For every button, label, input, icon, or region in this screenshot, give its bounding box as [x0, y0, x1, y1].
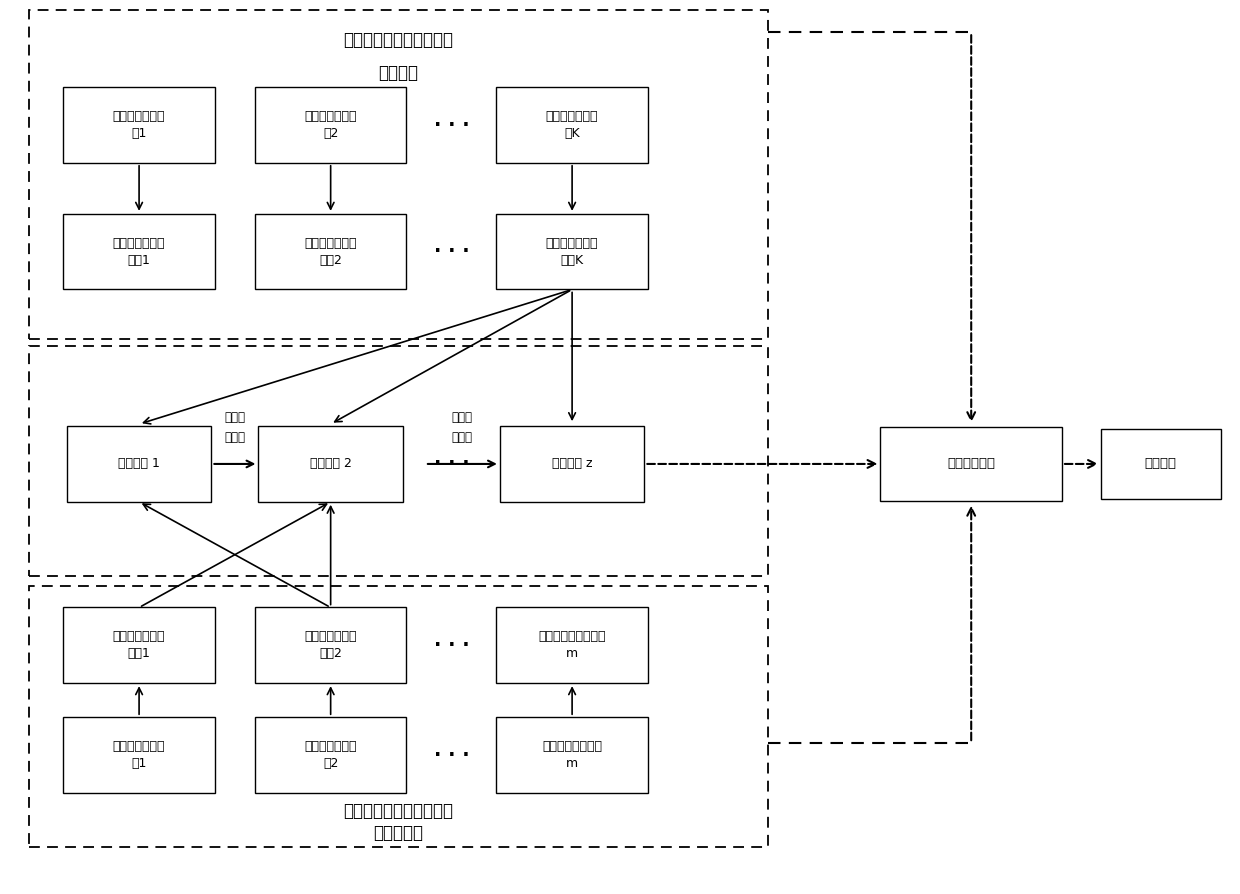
FancyBboxPatch shape	[254, 87, 407, 163]
FancyBboxPatch shape	[63, 214, 215, 290]
Text: 转换矩阵 z: 转换矩阵 z	[552, 458, 593, 470]
Text: 已知空间目标特
征图2: 已知空间目标特 征图2	[304, 237, 357, 266]
FancyBboxPatch shape	[1101, 429, 1220, 499]
Text: 未知空间目标特征图
m: 未知空间目标特征图 m	[538, 630, 606, 661]
Text: 果累积: 果累积	[224, 431, 246, 443]
FancyBboxPatch shape	[67, 426, 211, 502]
Text: 转换矩阵 1: 转换矩阵 1	[118, 458, 160, 470]
FancyBboxPatch shape	[63, 717, 215, 793]
Text: 已知空间目标特
征图K: 已知空间目标特 征图K	[546, 237, 599, 266]
FancyBboxPatch shape	[880, 427, 1061, 501]
Text: 已知空间目标图
像K: 已知空间目标图 像K	[546, 110, 599, 140]
Text: （源域）: （源域）	[378, 64, 418, 82]
Text: 迁移效: 迁移效	[224, 410, 246, 424]
Text: 转换矩阵 2: 转换矩阵 2	[310, 458, 352, 470]
FancyBboxPatch shape	[63, 87, 215, 163]
FancyBboxPatch shape	[496, 608, 649, 683]
Text: 未知空间目标特
征图2: 未知空间目标特 征图2	[304, 630, 357, 661]
Text: 已知空间目标图
像2: 已知空间目标图 像2	[304, 110, 357, 140]
Text: 已知空间目标图像数据集: 已知空间目标图像数据集	[343, 31, 454, 49]
Text: （目标域）: （目标域）	[373, 823, 424, 842]
FancyBboxPatch shape	[496, 87, 649, 163]
Text: 果累积: 果累积	[451, 431, 472, 443]
Text: 已知空间目标特
征图1: 已知空间目标特 征图1	[113, 237, 165, 266]
Text: · · ·: · · ·	[434, 115, 469, 134]
FancyBboxPatch shape	[258, 426, 403, 502]
FancyBboxPatch shape	[496, 717, 649, 793]
FancyBboxPatch shape	[254, 608, 407, 683]
Text: 未知空间目标特
征图1: 未知空间目标特 征图1	[113, 630, 165, 661]
Text: · · ·: · · ·	[434, 746, 469, 764]
Text: 未知空间目标图像数据集: 未知空间目标图像数据集	[343, 802, 454, 820]
FancyBboxPatch shape	[496, 214, 649, 290]
FancyBboxPatch shape	[63, 608, 215, 683]
Text: 未知空间目标图
像1: 未知空间目标图 像1	[113, 740, 165, 770]
FancyBboxPatch shape	[500, 426, 645, 502]
Text: 共同特征: 共同特征	[1145, 458, 1177, 470]
Text: · · ·: · · ·	[434, 636, 469, 655]
Text: · · ·: · · ·	[434, 454, 469, 474]
FancyBboxPatch shape	[254, 214, 407, 290]
Text: 迁移效: 迁移效	[451, 410, 472, 424]
Text: 未知空间目标图像
m: 未知空间目标图像 m	[542, 740, 603, 770]
FancyBboxPatch shape	[254, 717, 407, 793]
Text: 未知空间目标图
像2: 未知空间目标图 像2	[304, 740, 357, 770]
Text: 已知空间目标图
像1: 已知空间目标图 像1	[113, 110, 165, 140]
Text: · · ·: · · ·	[434, 242, 469, 261]
Text: 特征变换矩阵: 特征变换矩阵	[947, 458, 996, 470]
